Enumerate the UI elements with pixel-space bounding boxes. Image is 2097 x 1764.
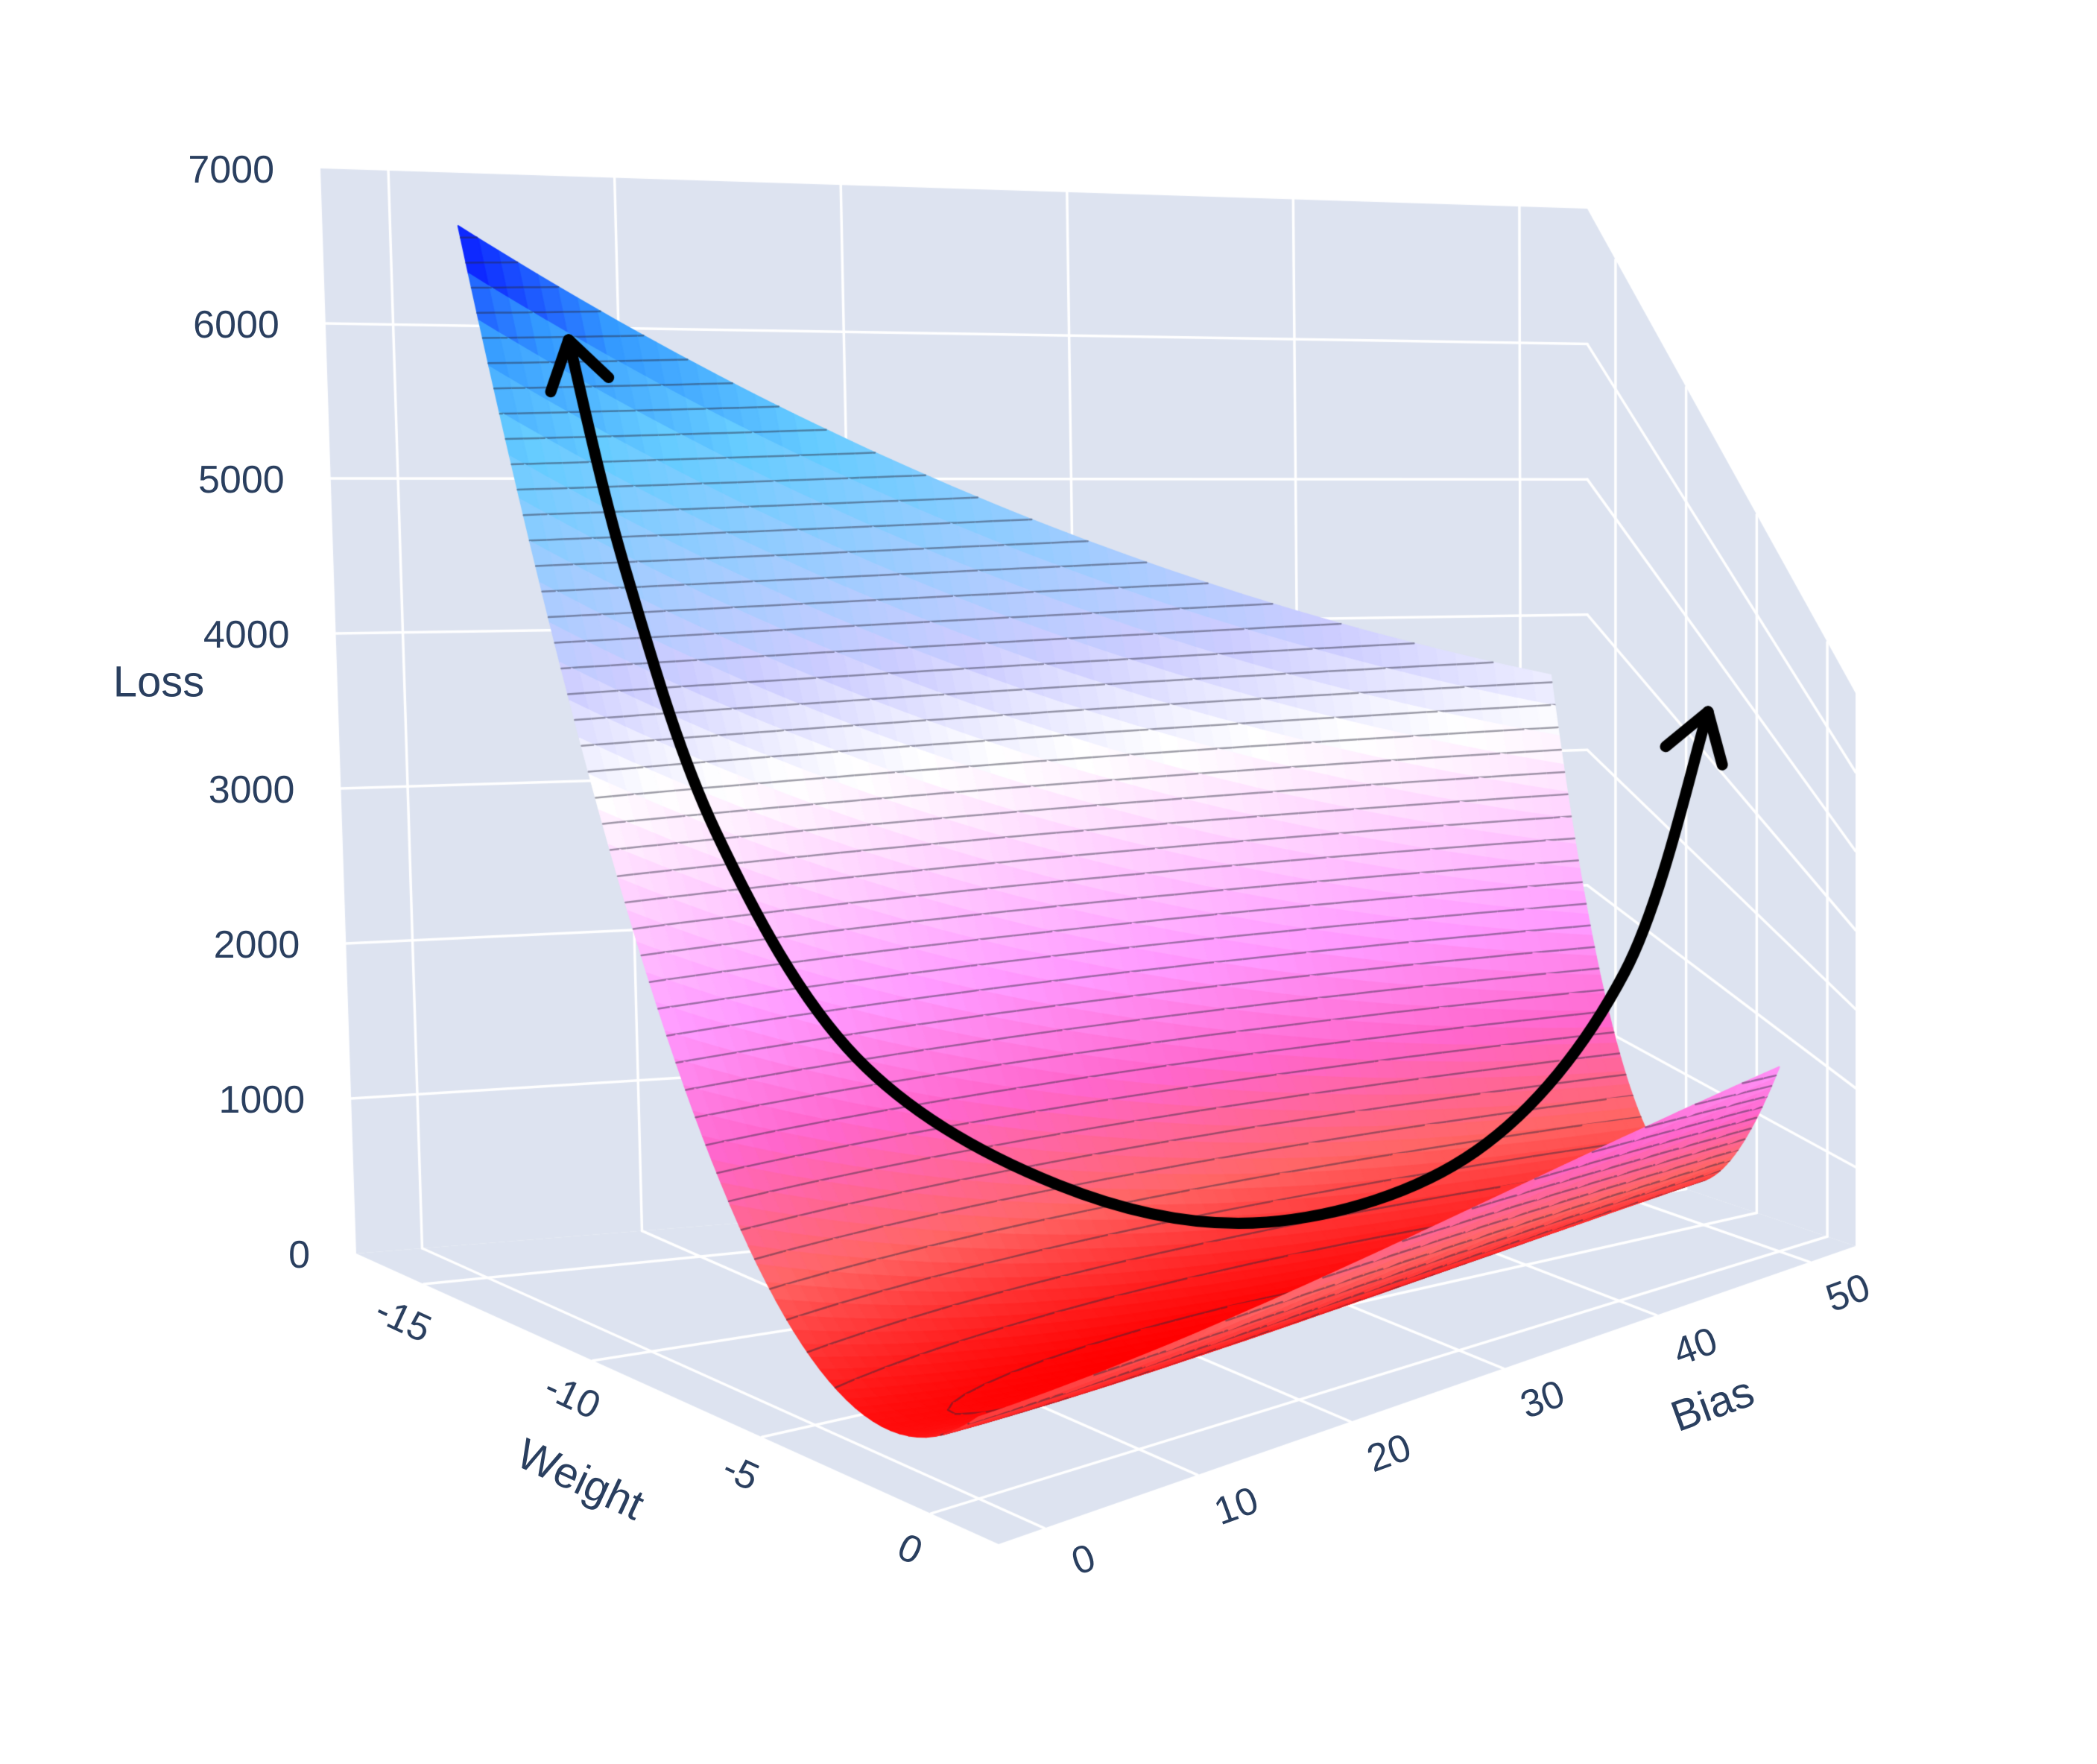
loss-tick: 6000 [193, 303, 279, 347]
loss-tick: 5000 [198, 458, 285, 502]
loss-tick: 0 [288, 1233, 310, 1277]
loss-axis-title: Loss [113, 657, 205, 706]
loss-tick: 4000 [203, 613, 290, 657]
loss-tick: 2000 [213, 923, 300, 967]
loss-tick: 1000 [218, 1078, 306, 1122]
loss-tick: 3000 [208, 768, 295, 812]
loss-tick: 7000 [188, 148, 274, 192]
